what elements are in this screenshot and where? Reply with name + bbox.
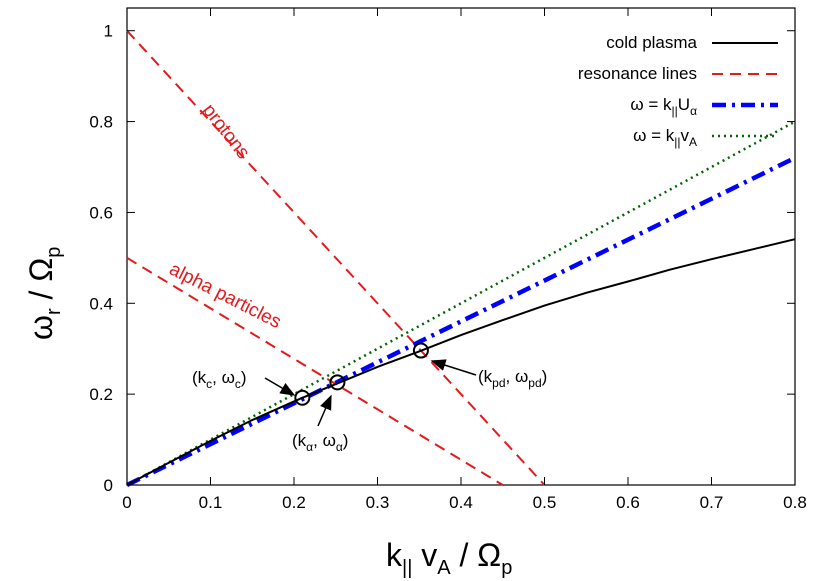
y-tick-label: 0: [104, 476, 113, 495]
y-tick-label: 0.4: [89, 294, 113, 313]
point-label: (kc, ωc): [192, 368, 247, 391]
point-label: (kpd, ωpd): [478, 367, 547, 390]
x-tick-label: 0.7: [700, 493, 724, 512]
annotations-group: protons alpha particles (kc, ωc) (kα, ωα)…: [166, 100, 548, 454]
legend: cold plasma resonance lines ω = k||Uα ω = k…: [578, 33, 778, 149]
x-tick-label: 0.6: [616, 493, 640, 512]
y-tick-label: 0.8: [89, 113, 113, 132]
resonance-line-protons: [126, 30, 546, 486]
legend-label: ω = k||vA: [633, 126, 697, 149]
x-tick-label: 0.5: [533, 493, 557, 512]
cold-plasma-line: [126, 238, 796, 486]
x-axis-label: k|| vA / Ωp: [386, 537, 512, 579]
marker-arrow: [317, 394, 332, 427]
y-axis-label: ωr / Ωp: [23, 247, 65, 340]
marker-arrow: [264, 377, 296, 396]
x-tick-label: 0.2: [282, 493, 306, 512]
x-tick-label: 0: [122, 493, 131, 512]
k-va-line: [126, 120, 796, 487]
y-tick-label: 0.6: [89, 203, 113, 222]
x-tick-label: 0.4: [449, 493, 473, 512]
k-u-alpha-line: [126, 155, 796, 488]
y-tick-label: 1: [104, 22, 113, 41]
alpha-particles-label: alpha particles: [166, 259, 285, 333]
series-group: [126, 30, 796, 488]
axis-labels: k|| vA / Ωp ωr / Ωp: [23, 247, 512, 579]
x-tick-label: 0.3: [366, 493, 390, 512]
point-label: (kα, ωα): [292, 431, 348, 454]
x-tick-label: 0.8: [783, 493, 807, 512]
resonance-line-alpha: [126, 257, 504, 486]
point-marker: [412, 342, 429, 359]
y-tick-label: 0.2: [89, 385, 113, 404]
legend-label: resonance lines: [578, 64, 697, 83]
legend-label: cold plasma: [606, 33, 697, 52]
marker-arrow: [430, 359, 477, 376]
legend-label: ω = k||Uα: [630, 95, 697, 118]
point-marker: [329, 374, 346, 391]
ticks-group: 0 0.1 0.2 0.3 0.4 0.5 0.6 0.7 0.8 0 0.2 0.4 0.6 0.8 1: [89, 8, 807, 512]
x-tick-label: 0.1: [199, 493, 223, 512]
point-marker: [294, 389, 311, 406]
protons-label: protons: [198, 100, 254, 163]
